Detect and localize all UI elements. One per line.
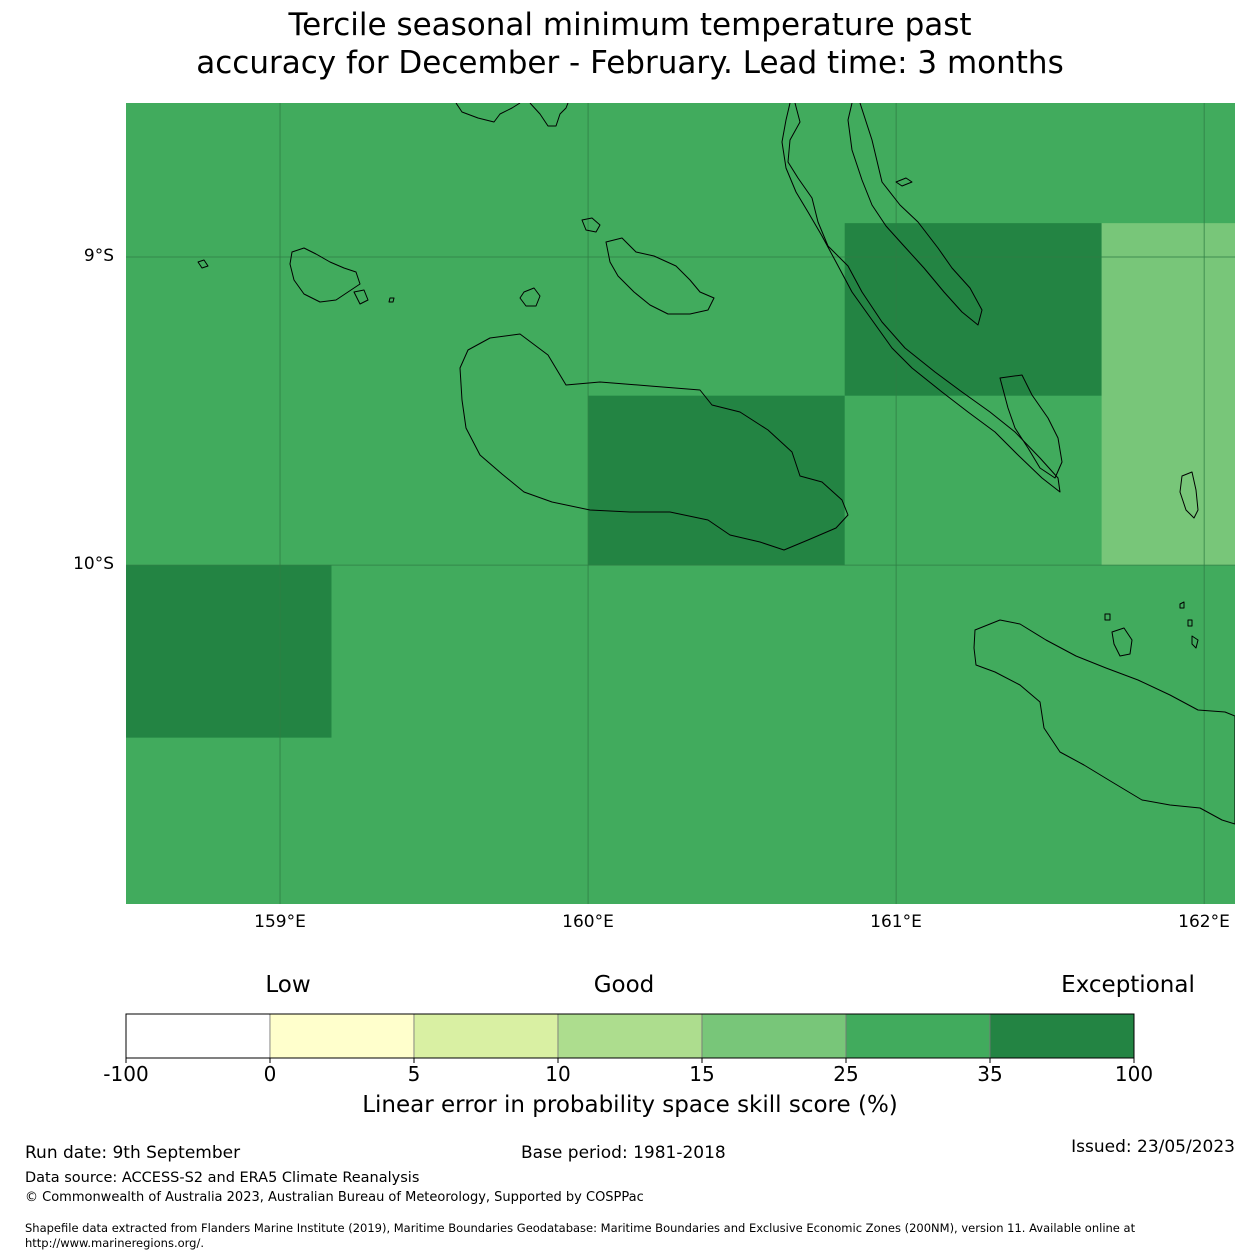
lat-label-10s: 10°S bbox=[73, 554, 114, 574]
title-line-2: accuracy for December - February. Lead t… bbox=[196, 45, 1064, 81]
shapefile-credit-line-1: Shapefile data extracted from Flanders M… bbox=[25, 1221, 1136, 1235]
skill-cell bbox=[1101, 223, 1235, 566]
run-date: Run date: 9th September bbox=[25, 1143, 241, 1163]
isabel-tip-islet bbox=[999, 374, 1063, 479]
lon-label-159e: 159°E bbox=[254, 912, 306, 932]
florida-islands-small-coastline bbox=[581, 217, 601, 233]
florida-islands-coastline bbox=[605, 237, 715, 315]
colorbar-tick-label: 25 bbox=[833, 1062, 859, 1086]
guadalcanal-coastline bbox=[459, 333, 849, 551]
colorbar-category-low: Low bbox=[265, 972, 311, 998]
colorbar-category-good: Good bbox=[593, 972, 655, 998]
savo-island-coastline bbox=[519, 287, 541, 307]
copyright: © Commonwealth of Australia 2023, Austra… bbox=[25, 1190, 644, 1205]
colorbar-segment bbox=[269, 1013, 415, 1059]
isabel-coastline bbox=[781, 103, 1061, 493]
islet-near-isabel-coastline bbox=[895, 177, 913, 187]
lon-label-161e: 161°E bbox=[870, 912, 922, 932]
map-area bbox=[126, 103, 1235, 904]
colorbar bbox=[125, 1013, 1135, 1063]
tiny-islet-coastline bbox=[388, 297, 395, 303]
makira-small-islet-a bbox=[1104, 613, 1111, 621]
makira-small-islet-b bbox=[1179, 601, 1185, 609]
data-source: Data source: ACCESS-S2 and ERA5 Climate … bbox=[25, 1170, 420, 1186]
colorbar-segment bbox=[989, 1013, 1135, 1059]
title-line-1: Tercile seasonal minimum temperature pas… bbox=[288, 7, 972, 43]
north-coast-fragment-a bbox=[455, 103, 521, 123]
colorbar-label: Linear error in probability space skill … bbox=[362, 1092, 898, 1118]
colorbar-category-exceptional: Exceptional bbox=[1061, 972, 1195, 998]
skill-cell bbox=[588, 395, 845, 566]
skill-cell bbox=[844, 223, 1102, 396]
russell-islands-small-coastline bbox=[353, 289, 369, 305]
makira-coastline bbox=[973, 619, 1235, 825]
colorbar-tick-label: 5 bbox=[407, 1062, 421, 1086]
makira-islet-coastline bbox=[1111, 627, 1133, 657]
lat-label-9s: 9°S bbox=[83, 246, 114, 266]
east-islet-coastline bbox=[1179, 471, 1199, 519]
western-islet-coastline bbox=[197, 259, 209, 269]
base-period: Base period: 1981-2018 bbox=[521, 1143, 726, 1163]
colorbar-tick-label: 100 bbox=[1114, 1062, 1154, 1086]
makira-small-islet-d bbox=[1191, 635, 1199, 649]
russell-islands-coastline bbox=[289, 247, 361, 303]
colorbar-tick-label: 15 bbox=[689, 1062, 715, 1086]
isabel-north-coastline bbox=[847, 103, 983, 326]
colorbar-tick-label: 0 bbox=[263, 1062, 277, 1086]
colorbar-segment bbox=[701, 1013, 847, 1059]
colorbar-tick-label: -100 bbox=[103, 1062, 149, 1086]
colorbar-segment bbox=[413, 1013, 559, 1059]
colorbar-segment bbox=[557, 1013, 703, 1059]
issued-date: Issued: 23/05/2023 bbox=[1071, 1137, 1235, 1157]
north-coast-fragment-b bbox=[529, 103, 569, 127]
shapefile-credit-line-2: http://www.marineregions.org/. bbox=[25, 1236, 204, 1250]
lon-label-160e: 160°E bbox=[562, 912, 614, 932]
colorbar-outline bbox=[125, 1013, 1135, 1059]
skill-cell bbox=[126, 565, 332, 738]
colorbar-segment bbox=[845, 1013, 991, 1059]
colorbar-tick-label: 10 bbox=[545, 1062, 571, 1086]
colorbar-tick-label: 35 bbox=[977, 1062, 1003, 1086]
lon-label-162e: 162°E bbox=[1178, 912, 1230, 932]
chart-title: Tercile seasonal minimum temperature pas… bbox=[0, 6, 1260, 82]
colorbar-segment bbox=[125, 1013, 271, 1059]
makira-small-islet-c bbox=[1187, 619, 1193, 627]
